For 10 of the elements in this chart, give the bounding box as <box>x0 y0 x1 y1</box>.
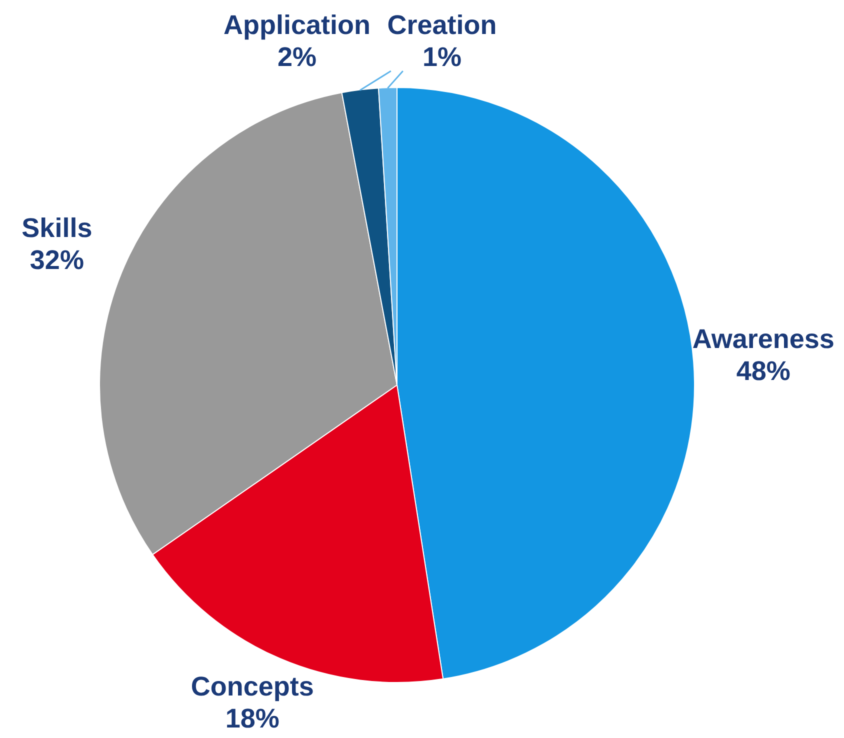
slice-label: Skills <box>22 213 92 244</box>
data-label: 2% <box>277 42 317 72</box>
data-label: 18% <box>225 703 280 734</box>
slice-label: Creation <box>387 10 497 40</box>
data-label: 32% <box>30 245 84 276</box>
slice-label: Application <box>224 10 370 40</box>
slice-label: Awareness <box>692 324 834 354</box>
data-label: 1% <box>422 42 462 72</box>
slice-label: Concepts <box>190 671 314 702</box>
data-label: 48% <box>736 356 790 386</box>
